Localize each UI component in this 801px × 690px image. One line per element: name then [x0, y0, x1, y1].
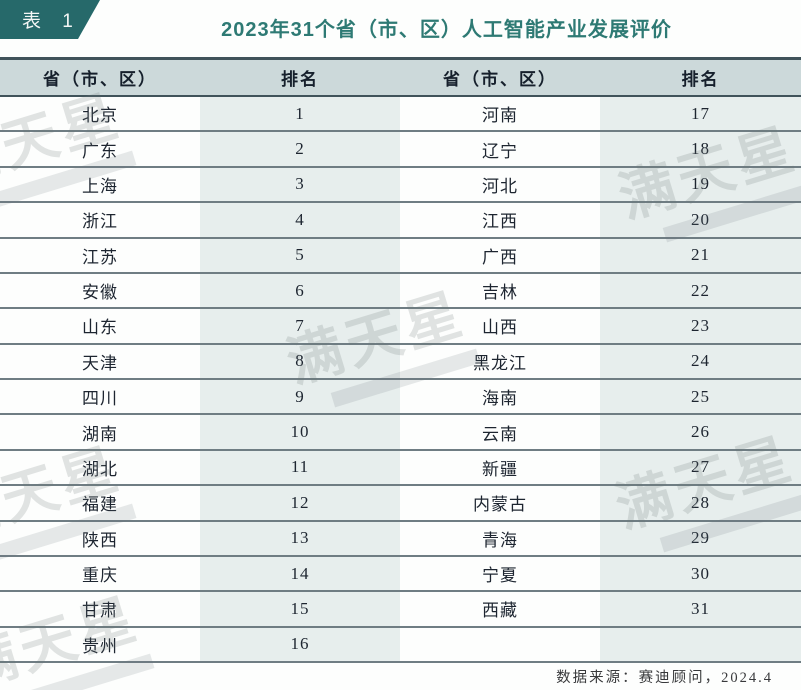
rank-cell: 16 — [200, 627, 400, 661]
ranking-table: 省（市、区） 排名 省（市、区） 排名 北京 1 河南 17 广东 2 辽宁 1… — [0, 57, 801, 663]
table-number-badge: 表 1 — [0, 0, 100, 39]
table-row: 天津 8 黑龙江 24 — [0, 344, 801, 380]
province-cell: 江苏 — [82, 247, 118, 267]
province-cell: 宁夏 — [482, 566, 518, 586]
table-row: 广东 2 辽宁 18 — [0, 132, 801, 168]
rank-cell: 21 — [600, 238, 801, 272]
rank-cell: 7 — [200, 309, 400, 343]
province-cell: 青海 — [482, 530, 518, 550]
table-row: 上海 3 河北 19 — [0, 167, 801, 204]
rank-cell: 6 — [200, 273, 400, 308]
column-header-province-left: 省（市、区） — [43, 70, 157, 89]
province-cell: 天津 — [82, 353, 118, 373]
rank-cell: 14 — [200, 556, 400, 591]
province-cell: 海南 — [482, 389, 518, 409]
province-cell — [400, 628, 600, 661]
province-cell: 甘肃 — [82, 601, 118, 621]
table-row: 安徽 6 吉林 22 — [0, 273, 801, 310]
rank-cell: 13 — [200, 521, 400, 555]
province-cell: 新疆 — [482, 459, 518, 479]
rank-cell: 19 — [600, 167, 801, 202]
rank-cell: 20 — [600, 203, 801, 237]
table-row: 湖南 10 云南 26 — [0, 415, 801, 451]
rank-cell: 11 — [200, 450, 400, 485]
rank-cell: 28 — [600, 486, 801, 520]
province-cell: 黑龙江 — [473, 353, 527, 373]
province-cell: 云南 — [482, 424, 518, 444]
rank-cell: 4 — [200, 203, 400, 237]
province-cell: 河北 — [482, 176, 518, 196]
rank-cell: 9 — [200, 380, 400, 414]
province-cell: 贵州 — [82, 636, 118, 656]
column-header-rank-left: 排名 — [281, 70, 319, 89]
province-cell: 辽宁 — [482, 141, 518, 161]
rank-cell: 1 — [200, 97, 400, 131]
province-cell: 西藏 — [482, 601, 518, 621]
province-cell: 北京 — [82, 106, 118, 126]
rank-cell: 25 — [600, 380, 801, 414]
province-cell: 内蒙古 — [473, 495, 527, 515]
rank-cell: 23 — [600, 309, 801, 343]
rank-cell: 3 — [200, 167, 400, 202]
rank-cell: 27 — [600, 450, 801, 485]
province-cell: 吉林 — [482, 283, 518, 303]
data-source-note: 数据来源：赛迪顾问，2024.4 — [556, 670, 773, 686]
province-cell: 陕西 — [82, 530, 118, 550]
rank-cell: 30 — [600, 556, 801, 591]
page-title: 2023年31个省（市、区）人工智能产业发展评价 — [221, 19, 672, 41]
province-cell: 浙江 — [82, 212, 118, 232]
province-cell: 福建 — [82, 495, 118, 515]
table-row: 贵州 16 — [0, 627, 801, 663]
province-cell: 安徽 — [82, 283, 118, 303]
table-body: 北京 1 河南 17 广东 2 辽宁 18 上海 3 河北 19 浙江 4 江西… — [0, 97, 801, 663]
table-row: 江苏 5 广西 21 — [0, 238, 801, 274]
rank-cell: 31 — [600, 592, 801, 626]
rank-cell: 26 — [600, 415, 801, 449]
table-row: 北京 1 河南 17 — [0, 97, 801, 133]
table-row: 湖北 11 新疆 27 — [0, 450, 801, 487]
province-cell: 山东 — [82, 318, 118, 338]
column-header-province-right: 省（市、区） — [443, 70, 557, 89]
rank-cell — [600, 627, 801, 661]
rank-cell: 5 — [200, 238, 400, 272]
rank-cell: 10 — [200, 415, 400, 449]
rank-cell: 29 — [600, 521, 801, 555]
rank-cell: 24 — [600, 344, 801, 378]
province-cell: 湖南 — [82, 424, 118, 444]
table-row: 浙江 4 江西 20 — [0, 203, 801, 239]
rank-cell: 12 — [200, 486, 400, 520]
rank-cell: 22 — [600, 273, 801, 308]
table-row: 陕西 13 青海 29 — [0, 521, 801, 557]
rank-cell: 18 — [600, 132, 801, 166]
rank-cell: 17 — [600, 97, 801, 131]
province-cell: 湖北 — [82, 459, 118, 479]
province-cell: 上海 — [82, 176, 118, 196]
province-cell: 广东 — [82, 141, 118, 161]
rank-cell: 8 — [200, 344, 400, 378]
table-row: 四川 9 海南 25 — [0, 380, 801, 416]
province-cell: 山西 — [482, 318, 518, 338]
rank-cell: 2 — [200, 132, 400, 166]
province-cell: 江西 — [482, 212, 518, 232]
table-row: 重庆 14 宁夏 30 — [0, 556, 801, 593]
province-cell: 河南 — [482, 106, 518, 126]
rank-cell: 15 — [200, 592, 400, 626]
table-row: 甘肃 15 西藏 31 — [0, 592, 801, 628]
table-header-row: 省（市、区） 排名 省（市、区） 排名 — [0, 60, 801, 97]
province-cell: 广西 — [482, 247, 518, 267]
table-number-label: 表 1 — [22, 11, 81, 32]
province-cell: 重庆 — [82, 566, 118, 586]
table-row: 山东 7 山西 23 — [0, 309, 801, 345]
column-header-rank-right: 排名 — [681, 70, 720, 89]
table-row: 福建 12 内蒙古 28 — [0, 486, 801, 522]
province-cell: 四川 — [82, 389, 118, 409]
